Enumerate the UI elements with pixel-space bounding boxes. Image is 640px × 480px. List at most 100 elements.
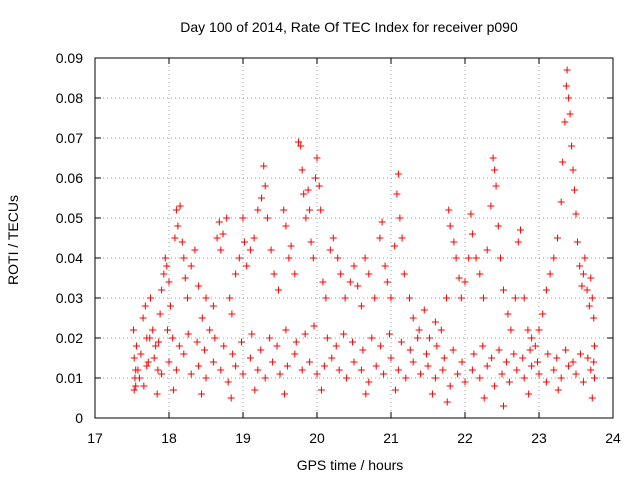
data-point [320, 362, 328, 370]
data-point [201, 346, 209, 354]
data-point [270, 270, 278, 278]
data-point [483, 362, 491, 370]
data-point [217, 246, 225, 254]
data-point [587, 274, 595, 282]
data-point [368, 334, 376, 342]
data-point [219, 230, 227, 238]
data-point [261, 374, 269, 382]
data-point [195, 282, 203, 290]
data-point [372, 362, 380, 370]
data-point [520, 294, 528, 302]
data-point [572, 370, 580, 378]
grid-lines [95, 58, 613, 418]
data-point [520, 374, 528, 382]
y-tick-label: 0.04 [56, 250, 83, 266]
data-point [394, 366, 402, 374]
data-point [387, 354, 395, 362]
data-point [147, 294, 154, 302]
data-point [130, 354, 138, 362]
data-point [587, 366, 595, 374]
data-point [588, 394, 596, 402]
y-tick-label: 0.09 [56, 50, 83, 66]
data-point [566, 110, 574, 118]
data-point [276, 370, 284, 378]
data-point [468, 230, 476, 238]
data-point [565, 362, 573, 370]
data-point [504, 310, 512, 318]
data-point [507, 326, 515, 334]
data-point [554, 234, 561, 242]
data-point [300, 190, 308, 198]
data-point [329, 234, 337, 242]
data-point [246, 354, 254, 362]
data-point [569, 166, 577, 174]
data-point [184, 294, 191, 302]
data-point [176, 202, 184, 210]
data-point [215, 218, 223, 226]
data-point [494, 222, 502, 230]
data-point [152, 342, 160, 350]
data-point [377, 342, 385, 350]
data-point [178, 238, 186, 246]
data-point [499, 402, 507, 410]
data-point [585, 302, 593, 310]
data-point [149, 326, 157, 334]
data-point [166, 302, 174, 310]
data-point [550, 254, 558, 262]
data-point [346, 278, 354, 286]
data-point [525, 390, 533, 398]
data-point [446, 222, 454, 230]
data-point [542, 286, 550, 294]
y-tick-label: 0.01 [56, 370, 83, 386]
data-point [470, 350, 478, 358]
data-point [569, 358, 577, 366]
data-point [155, 338, 163, 346]
data-point [211, 334, 219, 342]
data-point [579, 378, 587, 386]
data-point [393, 190, 401, 198]
data-point [439, 366, 447, 374]
data-point [263, 214, 271, 222]
x-tick-label: 18 [161, 430, 177, 446]
x-axis: 17 18 19 20 21 22 23 24 [87, 58, 621, 446]
data-point [297, 142, 305, 150]
data-point [132, 366, 140, 374]
data-point [161, 254, 169, 262]
data-point [319, 278, 327, 286]
data-point [195, 362, 203, 370]
data-point [409, 358, 417, 366]
data-point [445, 206, 453, 214]
data-point [387, 294, 395, 302]
data-point [487, 202, 495, 210]
data-point [424, 362, 432, 370]
data-point [468, 366, 476, 374]
data-point [282, 326, 290, 334]
data-point [563, 66, 571, 74]
data-point [365, 378, 373, 386]
data-point [391, 386, 399, 394]
data-point [409, 314, 417, 322]
y-tick-label: 0.06 [56, 170, 83, 186]
data-point [283, 362, 291, 370]
data-point [267, 246, 275, 254]
data-point [513, 366, 521, 374]
data-point [396, 214, 404, 222]
data-point [202, 374, 210, 382]
data-point [239, 370, 247, 378]
data-point [371, 294, 379, 302]
data-point [129, 326, 137, 334]
data-point [467, 210, 475, 218]
data-point [528, 334, 536, 342]
plot-frame [94, 57, 614, 419]
data-point [158, 370, 166, 378]
data-point [495, 346, 503, 354]
data-point [491, 166, 499, 174]
y-tick-label: 0.02 [56, 330, 83, 346]
data-point [553, 354, 561, 362]
data-point [154, 366, 162, 374]
data-point [349, 338, 357, 346]
data-point [535, 370, 543, 378]
data-point [292, 338, 300, 346]
data-point [554, 386, 562, 394]
data-point [175, 342, 183, 350]
